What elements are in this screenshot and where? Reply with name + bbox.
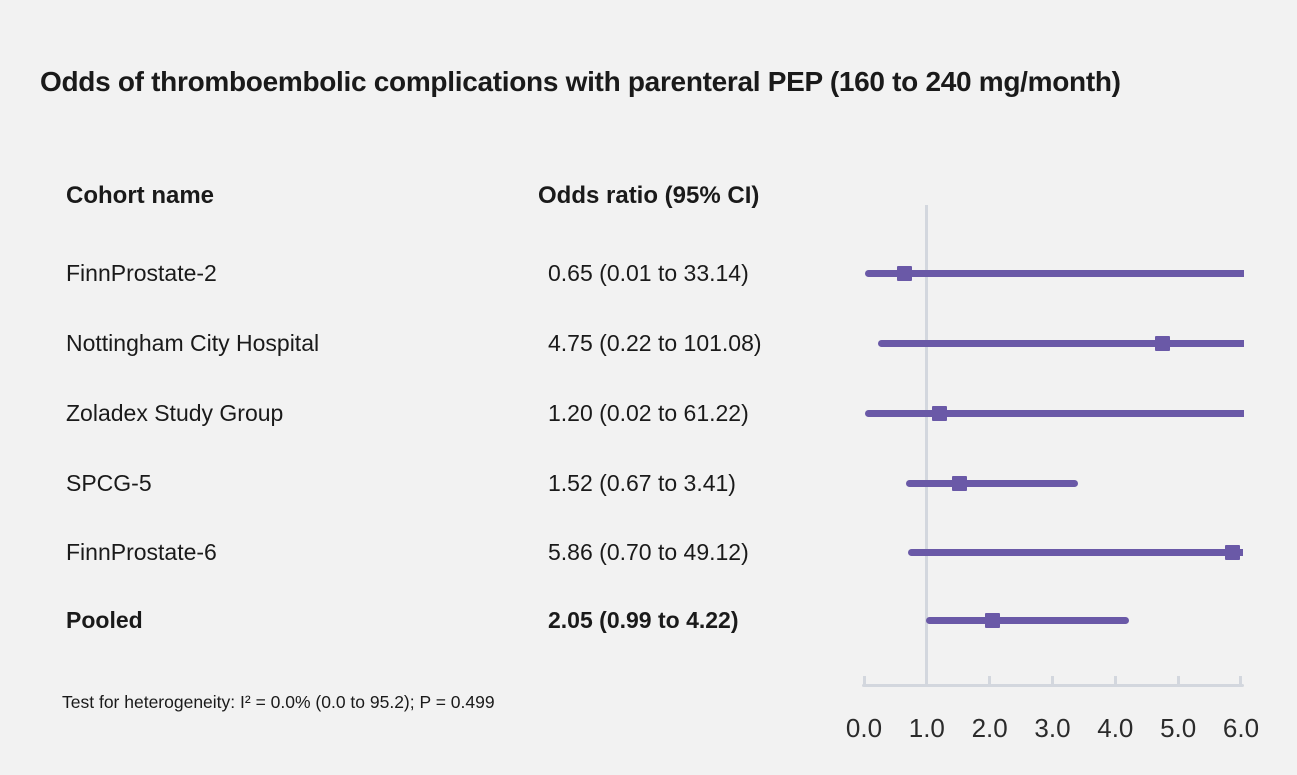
x-axis-tick [862, 676, 866, 685]
cohort-name: Zoladex Study Group [66, 400, 284, 426]
x-axis-line [862, 684, 1244, 687]
confidence-interval-line [865, 409, 1244, 417]
x-axis-tick [1239, 676, 1243, 685]
confidence-interval-line [926, 616, 1130, 624]
odds-ratio-value: 5.86 (0.70 to 49.12) [548, 539, 749, 565]
odds-ratio-marker [931, 405, 947, 421]
odds-ratio-value: 0.65 (0.01 to 33.14) [548, 260, 749, 286]
odds-ratio-marker [985, 612, 1001, 628]
heterogeneity-footnote: Test for heterogeneity: I² = 0.0% (0.0 t… [62, 692, 495, 712]
x-axis-tick [988, 676, 992, 685]
confidence-interval-line [907, 548, 1244, 556]
x-axis-tick-label: 3.0 [1034, 713, 1071, 743]
odds-ratio-value: 1.20 (0.02 to 61.22) [548, 400, 749, 426]
x-axis-tick-label: 1.0 [908, 713, 945, 743]
odds-ratio-value: 4.75 (0.22 to 101.08) [548, 330, 762, 356]
x-axis-tick-label: 4.0 [1097, 713, 1134, 743]
odds-ratio-value: 1.52 (0.67 to 3.41) [548, 470, 736, 496]
odds-ratio-column-header: Odds ratio (95% CI) [538, 182, 760, 209]
cohort-name: FinnProstate-6 [66, 539, 217, 565]
x-axis-tick-label: 6.0 [1222, 713, 1260, 743]
odds-ratio-value: 2.05 (0.99 to 4.22) [548, 607, 739, 633]
x-axis-tick-label: 5.0 [1160, 713, 1197, 743]
x-axis-tick [925, 676, 929, 685]
confidence-interval-line [906, 479, 1079, 487]
cohort-name: Nottingham City Hospital [66, 330, 320, 356]
odds-ratio-marker [952, 475, 967, 491]
cohort-name: FinnProstate-2 [66, 260, 217, 286]
odds-ratio-marker [1224, 544, 1240, 560]
odds-ratio-marker [897, 265, 913, 281]
x-axis-tick-label: 0.0 [845, 713, 883, 743]
odds-ratio-marker [1154, 335, 1170, 351]
confidence-interval-line [877, 339, 1244, 347]
reference-line [925, 205, 929, 687]
confidence-interval-line [864, 269, 1244, 277]
cohort-column-header: Cohort name [66, 182, 215, 209]
cohort-name: SPCG-5 [66, 470, 152, 496]
x-axis-tick [1050, 676, 1054, 685]
cohort-name: Pooled [66, 607, 143, 633]
x-axis-tick [1113, 676, 1117, 685]
figure-title: Odds of thromboembolic complications wit… [40, 66, 1121, 97]
x-axis-tick-label: 2.0 [971, 713, 1008, 743]
x-axis-tick [1176, 676, 1180, 685]
